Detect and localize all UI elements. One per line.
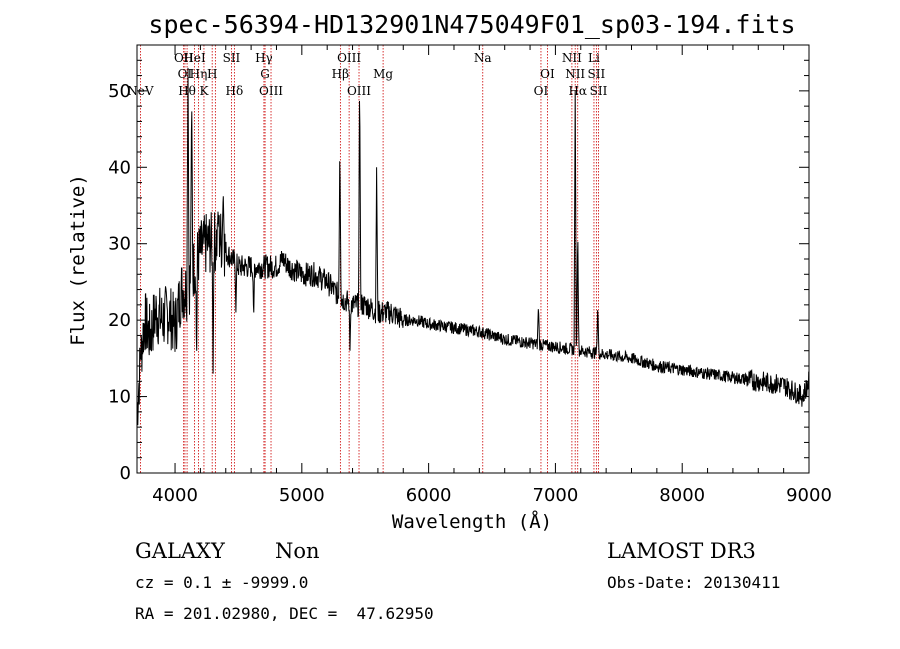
y-axis-label: Flux (relative) xyxy=(67,174,89,346)
emission-line-label: Hα xyxy=(568,84,587,98)
emission-line-label: OIII xyxy=(259,84,283,98)
emission-line-label: G xyxy=(260,67,270,81)
object-class: GALAXY xyxy=(135,539,225,563)
y-tick-label: 0 xyxy=(120,463,131,484)
y-tick-label: 50 xyxy=(108,81,131,102)
y-tick-label: 10 xyxy=(108,387,131,408)
emission-line-label: HeI xyxy=(183,51,206,65)
emission-line-label: OIII xyxy=(347,84,371,98)
emission-line-label: Hγ xyxy=(255,51,273,65)
observation-date: Obs-Date: 20130411 xyxy=(607,573,781,592)
emission-line-label: OI xyxy=(540,67,555,81)
y-tick-label: 20 xyxy=(108,310,131,331)
emission-line-label: Mg xyxy=(373,67,393,81)
x-tick-label: 9000 xyxy=(786,485,832,506)
x-tick-label: 7000 xyxy=(533,485,579,506)
emission-line-label: Hη xyxy=(190,67,208,81)
chart-title: spec-56394-HD132901N475049F01_sp03-194.f… xyxy=(148,10,795,39)
x-axis-ticks: 4000 5000 6000 7000 8000 9000 xyxy=(152,45,832,506)
x-tick-label: 4000 xyxy=(152,485,198,506)
x-axis-label: Wavelength (Å) xyxy=(392,510,552,533)
sky-coordinates: RA = 201.02980, DEC = 47.62950 xyxy=(135,604,434,623)
emission-line-label: OIII xyxy=(337,51,361,65)
y-tick-label: 40 xyxy=(108,157,131,178)
emission-line-label: Hθ xyxy=(178,84,196,98)
plot-frame xyxy=(136,44,810,474)
y-axis-ticks: 0 10 20 30 40 50 xyxy=(108,59,809,484)
x-tick-label: 8000 xyxy=(659,485,705,506)
emission-line-label: NII xyxy=(565,67,585,81)
object-subclass: Non xyxy=(275,539,320,563)
emission-line-label: SII xyxy=(590,84,608,98)
y-tick-label: 30 xyxy=(108,234,131,255)
plot-area: NeVOIIOIHθHeIHηKHSIIHδHγGOIIIHβOIIIOIIIM… xyxy=(108,44,832,506)
emission-line-label: OI xyxy=(534,84,549,98)
emission-line-label: Na xyxy=(474,51,492,65)
emission-line-label: OII xyxy=(174,51,194,65)
emission-line-labels: NeVOIIOIHθHeIHηKHSIIHδHγGOIIIHβOIIIOIIIM… xyxy=(127,51,607,98)
survey-release: LAMOST DR3 xyxy=(607,539,756,563)
emission-line-label: H xyxy=(207,67,217,81)
emission-line-label: Li xyxy=(588,51,600,65)
redshift-readout: cz = 0.1 ± -9999.0 xyxy=(135,573,309,592)
x-tick-label: 5000 xyxy=(279,485,325,506)
spectrum-series xyxy=(136,67,810,426)
emission-line-label: K xyxy=(199,84,209,98)
emission-line-label: SII xyxy=(223,51,241,65)
emission-line-label: Hδ xyxy=(226,84,244,98)
x-tick-label: 6000 xyxy=(406,485,452,506)
emission-line-label: SII xyxy=(588,67,606,81)
emission-line-label: Hβ xyxy=(332,67,349,81)
emission-line-markers xyxy=(140,45,599,473)
emission-line-label: OI xyxy=(178,67,193,81)
emission-line-label: NII xyxy=(562,51,582,65)
